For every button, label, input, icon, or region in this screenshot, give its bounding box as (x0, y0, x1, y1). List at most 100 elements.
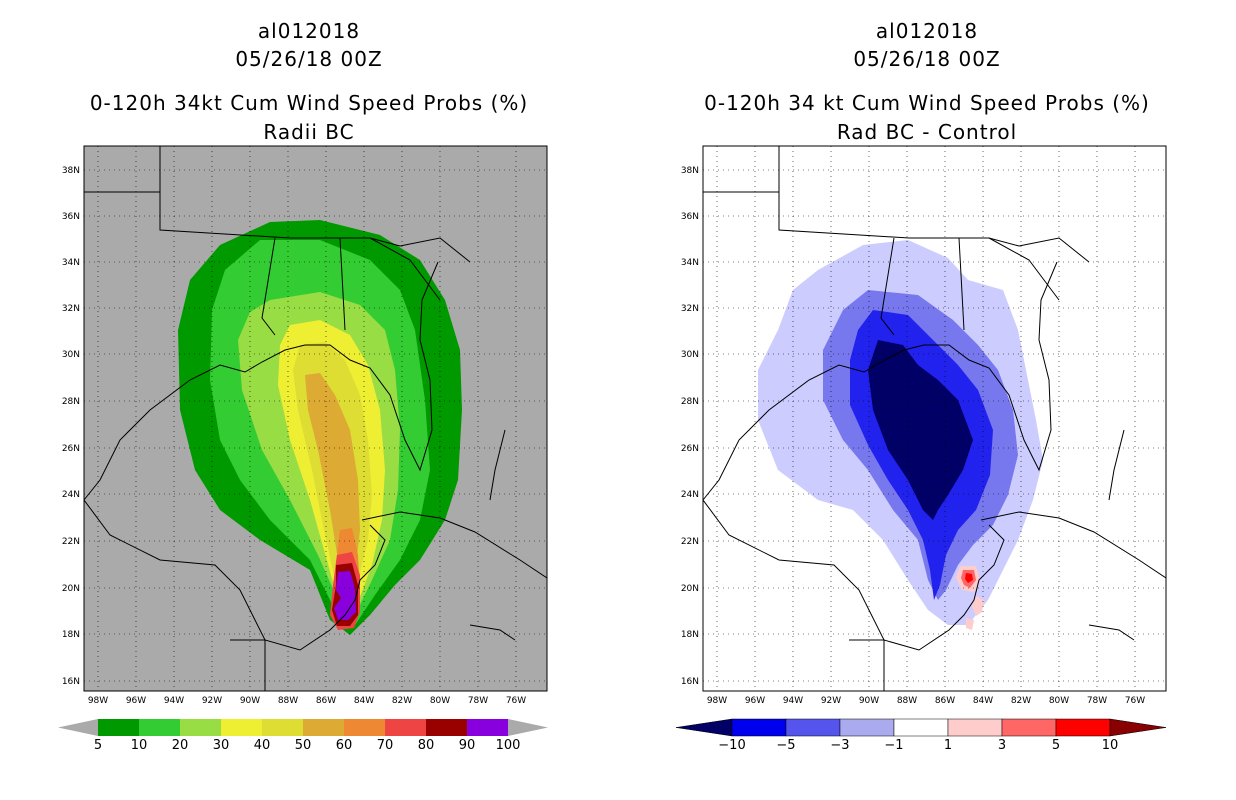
left-lon-label: 78W (468, 696, 488, 706)
right-lat-label: 30N (681, 350, 699, 360)
right-lat-label: 26N (681, 444, 699, 454)
right-lat-label: 36N (681, 212, 699, 222)
left-lon-label: 88W (278, 696, 298, 706)
left-colorbar-swatch (385, 719, 426, 736)
right-lon-label: 78W (1087, 696, 1107, 706)
right-lon-label: 88W (897, 696, 917, 706)
left-colorbar-label: 60 (336, 738, 353, 753)
right-colorbar-label: 1 (944, 738, 952, 753)
right-lon-label: 84W (973, 696, 993, 706)
left-colorbar-swatch (180, 719, 221, 736)
left-product-title: 0-120h 34kt Cum Wind Speed Probs (%) (89, 91, 529, 115)
left-lat-label: 20N (62, 584, 80, 594)
right-lon-label: 94W (783, 696, 803, 706)
right-colorbar-swatch (731, 718, 787, 737)
right-colorbar-low-arrow (675, 718, 733, 737)
right-lon-label: 96W (745, 696, 765, 706)
right-panel: al012018 05/26/18 00Z 0-120h 34 kt Cum W… (618, 0, 1236, 800)
right-lat-label: 18N (681, 630, 699, 640)
left-colorbar-swatch (139, 719, 180, 736)
left-lon-label: 84W (354, 696, 374, 706)
left-lon-label: 80W (430, 696, 450, 706)
left-colorbar-label: 50 (295, 738, 312, 753)
left-lon-label: 90W (240, 696, 260, 706)
left-lat-label: 38N (62, 166, 80, 176)
right-lat-label: 28N (681, 397, 699, 407)
left-lon-label: 96W (126, 696, 146, 706)
left-lat-label: 22N (62, 537, 80, 547)
left-panel: al012018 05/26/18 00Z 0-120h 34kt Cum Wi… (58, 19, 548, 753)
left-lat-label: 26N (62, 444, 80, 454)
right-colorbar-swatch (893, 718, 949, 737)
left-coastlines (84, 146, 547, 691)
left-colorbar-swatch (344, 719, 385, 736)
right-lon-label: 90W (859, 696, 879, 706)
right-colorbar-swatch (1055, 718, 1111, 737)
left-colorbar-swatch (98, 719, 139, 736)
right-lon-label: 80W (1049, 696, 1069, 706)
left-colorbar-high-arrow (508, 719, 548, 736)
right-lon-label: 86W (935, 696, 955, 706)
right-colorbar-label: −10 (718, 738, 745, 753)
right-gridlines (703, 146, 1166, 691)
right-colorbar-label: −5 (776, 738, 795, 753)
right-lon-labels: 98W 96W 94W 92W 90W 88W 86W 84W 82W 80W 78W 76W (707, 696, 1145, 706)
left-lon-label: 98W (88, 696, 108, 706)
left-gridlines (84, 146, 547, 691)
right-colorbar-swatch (1001, 718, 1057, 737)
right-colorbar-label: −3 (830, 738, 849, 753)
right-lat-label: 16N (681, 677, 699, 687)
left-storm-id: al012018 (257, 19, 361, 43)
left-colorbar-label: 10 (131, 738, 148, 753)
right-lat-label: 22N (681, 537, 699, 547)
left-colorbar-label: 30 (213, 738, 230, 753)
left-colorbar-swatch (303, 719, 344, 736)
left-colorbar-label: 5 (94, 738, 102, 753)
left-colorbar-label: 80 (418, 738, 435, 753)
left-lat-label: 18N (62, 630, 80, 640)
left-colorbar-label: 90 (459, 738, 476, 753)
left-lon-labels: 98W 96W 94W 92W 90W 88W 86W 84W 82W 80W 78W 76W (88, 696, 526, 706)
left-colorbar-swatch (426, 719, 467, 736)
left-lat-label: 16N (62, 677, 80, 687)
right-lat-label: 24N (681, 490, 699, 500)
right-lon-label: 76W (1125, 696, 1145, 706)
left-lon-label: 92W (202, 696, 222, 706)
right-init-time: 05/26/18 00Z (853, 47, 1001, 71)
right-difference-field (758, 240, 1043, 630)
left-map: 38N 36N 34N 32N 30N 28N 26N 24N 22N 20N 18N 16N 98W… (58, 145, 548, 753)
right-lat-label: 38N (681, 166, 699, 176)
right-colorbar-swatch (839, 718, 895, 737)
left-colorbar-swatch (221, 719, 262, 736)
left-map-frame (83, 145, 548, 692)
left-lat-label: 24N (62, 490, 80, 500)
right-colorbar: −10 −5 −3 −1 1 3 5 10 (675, 718, 1167, 753)
left-init-time: 05/26/18 00Z (235, 47, 383, 71)
left-probability-field (178, 220, 462, 635)
left-colorbar-label: 100 (496, 738, 521, 753)
right-colorbar-swatch (947, 718, 1003, 737)
right-lat-label: 34N (681, 258, 699, 268)
left-lat-label: 28N (62, 397, 80, 407)
right-lon-label: 98W (707, 696, 727, 706)
right-storm-id: al012018 (875, 19, 979, 43)
right-lat-label: 20N (681, 584, 699, 594)
right-colorbar-label: −1 (884, 738, 903, 753)
left-lon-label: 94W (164, 696, 184, 706)
left-lat-labels: 38N 36N 34N 32N 30N 28N 26N 24N 22N 20N 18N 16N (62, 166, 80, 687)
right-map-frame (702, 145, 1167, 692)
right-colorbar-label: 10 (1102, 738, 1119, 753)
left-colorbar: 5 10 20 30 40 50 60 70 80 90 100 (58, 719, 548, 753)
right-coastlines (703, 146, 1166, 691)
left-colorbar-swatch (262, 719, 303, 736)
left-lat-label: 36N (62, 212, 80, 222)
right-lat-labels: 38N 36N 34N 32N 30N 28N 26N 24N 22N 20N 18N 16N (681, 166, 699, 687)
right-product-title: 0-120h 34 kt Cum Wind Speed Probs (%) (704, 91, 1150, 115)
left-colorbar-label: 20 (172, 738, 189, 753)
left-lat-label: 34N (62, 258, 80, 268)
left-colorbar-label: 70 (377, 738, 394, 753)
right-colorbar-label: 5 (1052, 738, 1060, 753)
right-colorbar-label: 3 (998, 738, 1006, 753)
right-colorbar-high-arrow (1109, 718, 1167, 737)
right-lon-label: 92W (821, 696, 841, 706)
